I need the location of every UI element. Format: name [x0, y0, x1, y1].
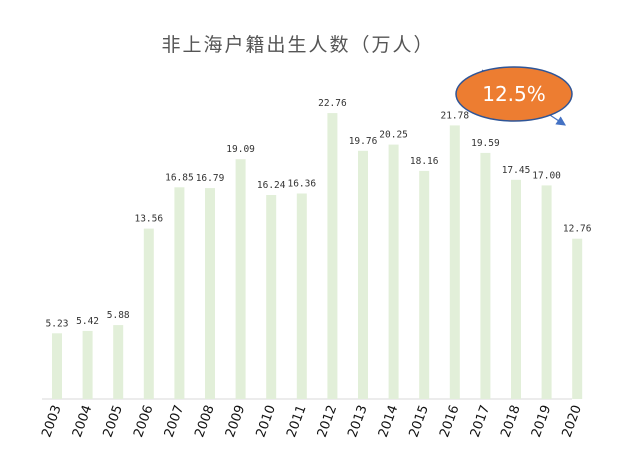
bar-2019: [541, 185, 552, 399]
bar-2008: [205, 188, 215, 399]
bar-2011: [296, 193, 307, 399]
value-label-2014: 20.25: [379, 130, 408, 141]
bar-2016: [449, 125, 460, 400]
value-label-2020: 12.76: [563, 224, 592, 235]
bar-2020: [572, 238, 583, 399]
value-label-2017: 19.59: [471, 138, 500, 149]
value-label-2006: 13.56: [134, 214, 163, 225]
x-tick-label-2004: 2004: [70, 403, 95, 439]
value-label-2016: 21.78: [440, 110, 469, 121]
callout-ellipse: [455, 66, 573, 122]
bar-2013: [358, 150, 368, 399]
value-label-2012: 22.76: [318, 98, 347, 109]
bar-2018: [511, 179, 521, 399]
x-tick-label-2016: 2016: [437, 403, 462, 439]
x-tick-label-2015: 2015: [407, 403, 432, 439]
x-tick-label-2003: 2003: [39, 403, 64, 439]
bar-2010: [266, 195, 277, 399]
bars-group: [52, 113, 583, 400]
x-tick-labels-group: 2003 2004 2005 2006 2007 2008 2009 2010 2011 2012…: [39, 403, 585, 439]
value-labels-group: 5.23 5.42 5.88 13.56 16.85 16.79 19.09 16.24 16.…: [46, 98, 592, 329]
bar-2012: [327, 113, 338, 399]
x-tick-label-2017: 2017: [468, 403, 493, 439]
chart-title: 非上海户籍出生人数（万人）: [161, 34, 434, 56]
value-label-2011: 16.36: [287, 179, 316, 190]
x-tick-label-2008: 2008: [192, 403, 217, 439]
value-label-2015: 18.16: [410, 156, 439, 167]
x-tick-label-2020: 2020: [560, 403, 585, 439]
x-tick-label-2005: 2005: [101, 403, 126, 439]
x-tick-label-2012: 2012: [315, 403, 340, 439]
value-label-2005: 5.88: [107, 310, 130, 321]
bar-2014: [388, 144, 399, 399]
x-tick-label-2013: 2013: [345, 403, 370, 439]
value-label-2008: 16.79: [196, 173, 225, 184]
value-label-2009: 19.09: [226, 144, 255, 155]
x-tick-label-2011: 2011: [284, 403, 309, 439]
value-label-2010: 16.24: [257, 180, 286, 191]
x-tick-label-2010: 2010: [254, 403, 279, 439]
x-tick-label-2014: 2014: [376, 403, 401, 439]
value-label-2003: 5.23: [46, 318, 69, 329]
bar-2004: [82, 330, 93, 399]
value-label-2019: 17.00: [532, 170, 561, 181]
trend-callout: 12.5%: [455, 66, 573, 126]
x-tick-label-2018: 2018: [498, 403, 523, 439]
bar-2009: [235, 159, 246, 399]
value-label-2004: 5.42: [76, 316, 99, 327]
callout-text: 12.5%: [482, 82, 546, 106]
bar-2015: [419, 170, 430, 399]
bar-2007: [174, 187, 185, 399]
bar-2003: [52, 333, 62, 399]
value-label-2007: 16.85: [165, 172, 194, 183]
x-tick-label-2007: 2007: [162, 403, 187, 439]
bar-2017: [480, 152, 491, 399]
bar-2005: [113, 325, 124, 399]
x-tick-label-2009: 2009: [223, 403, 248, 439]
value-label-2013: 19.76: [349, 136, 378, 147]
bar-2006: [143, 228, 154, 399]
x-tick-label-2006: 2006: [131, 403, 156, 439]
x-tick-label-2019: 2019: [529, 403, 554, 439]
value-label-2018: 17.45: [502, 165, 531, 176]
